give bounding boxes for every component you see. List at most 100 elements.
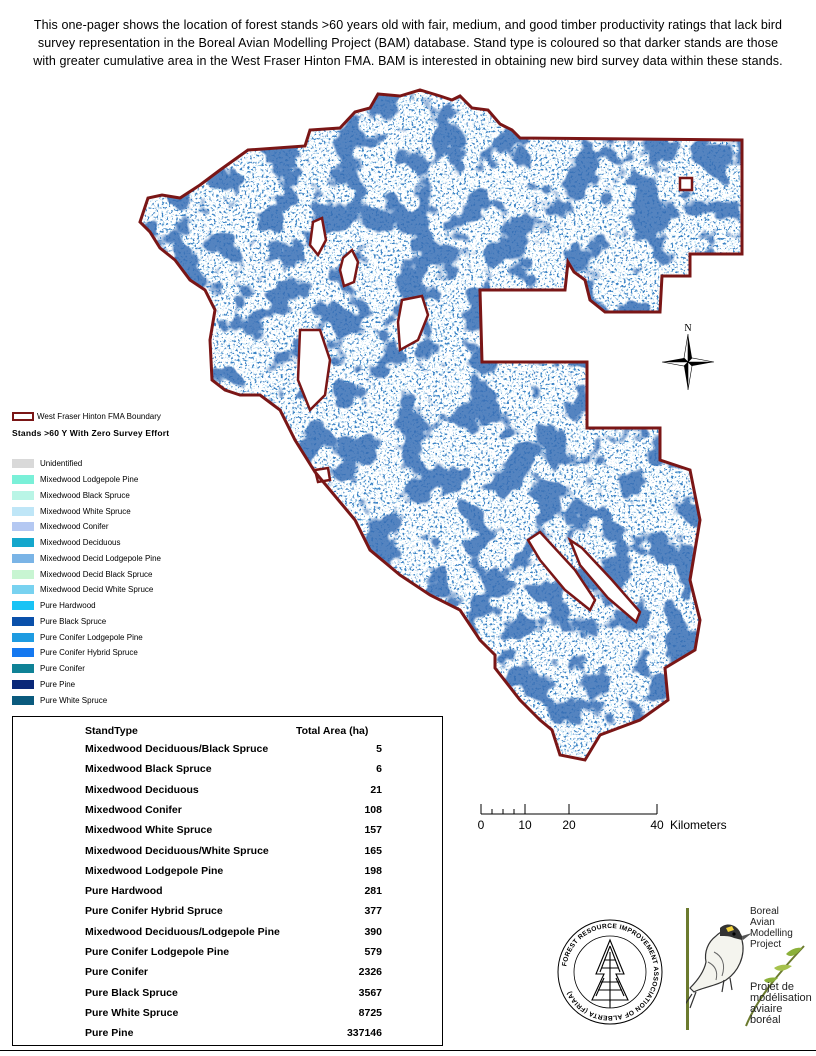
legend-swatch bbox=[12, 648, 34, 658]
scale-tick-0: 0 bbox=[478, 818, 485, 832]
legend-swatch bbox=[12, 664, 34, 674]
legend-label: Mixedwood Conifer bbox=[40, 522, 109, 532]
legend-item: Mixedwood Black Spruce bbox=[12, 488, 242, 504]
legend-title: Stands >60 Y With Zero Survey Effort bbox=[12, 428, 170, 438]
bam-line-2: Avian bbox=[750, 917, 775, 928]
legend-swatch bbox=[12, 679, 34, 689]
total-area-cell: 165 bbox=[364, 844, 382, 857]
legend-boundary: West Fraser Hinton FMA Boundary bbox=[12, 410, 242, 422]
total-area-cell: 390 bbox=[364, 925, 382, 938]
legend-label: Pure White Spruce bbox=[40, 695, 108, 705]
table-row: Pure Conifer 2326 bbox=[13, 966, 444, 986]
table-row: Pure Pine 337146 bbox=[13, 1027, 444, 1047]
total-area-cell: 8725 bbox=[358, 1006, 382, 1019]
legend-item: Pure Hardwood bbox=[12, 598, 242, 614]
songbird-logo-icon bbox=[686, 908, 805, 1030]
legend-swatch bbox=[12, 522, 34, 532]
stand-area-table: StandType Total Area (ha) Mixedwood Deci… bbox=[12, 716, 443, 1046]
stand-type-cell: Mixedwood Conifer bbox=[85, 803, 182, 816]
legend-label: Pure Pine bbox=[40, 679, 76, 689]
table-row: Mixedwood Deciduous 21 bbox=[13, 784, 444, 804]
intro-line-2: survey representation in the Boreal Avia… bbox=[37, 36, 779, 50]
bottom-rule bbox=[0, 1050, 816, 1051]
legend-item: Pure Conifer Lodgepole Pine bbox=[12, 629, 242, 645]
total-area-cell: 21 bbox=[370, 783, 382, 796]
table-row: Mixedwood Black Spruce 6 bbox=[13, 763, 444, 783]
total-area-cell: 157 bbox=[364, 824, 382, 837]
legend-item: Mixedwood Deciduous bbox=[12, 535, 242, 551]
legend-item: Mixedwood Decid Black Spruce bbox=[12, 566, 242, 582]
legend-item: Unidentified bbox=[12, 456, 242, 472]
stand-type-cell: Pure Conifer Lodgepole Pine bbox=[85, 946, 230, 958]
legend-label: Pure Conifer Hybrid Spruce bbox=[40, 648, 138, 658]
total-area-cell: 337146 bbox=[346, 1027, 382, 1040]
stand-type-cell: Mixedwood White Spruce bbox=[85, 824, 213, 837]
bam-line-6: modélisation bbox=[750, 992, 812, 1004]
scale-bar: 0 10 20 40 Kilometers bbox=[478, 804, 727, 832]
total-area-cell: 198 bbox=[364, 864, 382, 877]
legend-label: Mixedwood Lodgepole Pine bbox=[40, 475, 139, 485]
legend-swatch bbox=[12, 459, 34, 469]
legend-swatch bbox=[12, 475, 34, 485]
stand-type-cell: Pure Conifer bbox=[85, 966, 149, 979]
bam-line-3: Modelling bbox=[750, 928, 793, 939]
legend-item: Mixedwood Lodgepole Pine bbox=[12, 472, 242, 488]
scale-tick-40: 40 bbox=[650, 818, 664, 832]
legend-items: Unidentified Mixedwood Lodgepole Pine Mixe… bbox=[12, 456, 242, 708]
legend-item: Pure Pine bbox=[12, 677, 242, 693]
legend-label: Mixedwood Black Spruce bbox=[40, 490, 130, 500]
legend-swatch bbox=[12, 695, 34, 705]
legend-label: Unidentified bbox=[40, 459, 83, 469]
fma-inholdings bbox=[296, 176, 694, 625]
legend-item: Mixedwood White Spruce bbox=[12, 503, 242, 519]
bam-logo: Boreal Avian Modelling Project Projet de… bbox=[686, 906, 812, 1032]
stand-type-cell: Mixedwood Black Spruce bbox=[85, 763, 212, 776]
table-row: Mixedwood Deciduous/White Spruce 165 bbox=[13, 845, 444, 865]
bam-english-name: Boreal Avian Modelling Project bbox=[750, 906, 793, 950]
legend-item: Mixedwood Decid White Spruce bbox=[12, 582, 242, 598]
legend-swatch bbox=[12, 506, 34, 516]
bam-french-name: Projet de modélisation aviaire boréal bbox=[750, 982, 812, 1026]
table-row: Pure Conifer Hybrid Spruce 377 bbox=[13, 905, 444, 925]
intro-line-1: This one-pager shows the location of for… bbox=[33, 18, 783, 32]
scale-tick-10: 10 bbox=[518, 818, 532, 832]
legend-label: Mixedwood Deciduous bbox=[40, 538, 121, 548]
boundary-label: West Fraser Hinton FMA Boundary bbox=[37, 411, 161, 421]
bam-line-1: Boreal bbox=[750, 906, 779, 917]
stand-type-cell: Mixedwood Deciduous bbox=[85, 783, 199, 796]
table-row: Pure Conifer Lodgepole Pine 579 bbox=[13, 946, 444, 966]
legend-label: Pure Black Spruce bbox=[40, 616, 107, 626]
legend-label: Mixedwood White Spruce bbox=[40, 506, 131, 516]
scale-tick-20: 20 bbox=[562, 818, 576, 832]
legend-label: Pure Conifer Lodgepole Pine bbox=[40, 632, 143, 642]
conifer-tree-logo-icon bbox=[591, 938, 629, 1008]
table-row: Mixedwood Conifer 108 bbox=[13, 804, 444, 824]
legend-label: Mixedwood Decid White Spruce bbox=[40, 585, 154, 595]
legend-swatch bbox=[12, 616, 34, 626]
table-row: Mixedwood Deciduous/Lodgepole Pine 390 bbox=[13, 926, 444, 946]
total-area-cell: 108 bbox=[364, 803, 382, 816]
legend-swatch bbox=[12, 585, 34, 595]
stand-type-cell: Pure Conifer Hybrid Spruce bbox=[85, 905, 223, 918]
table-row: Mixedwood Deciduous/Black Spruce 5 bbox=[13, 743, 444, 763]
legend-item: Mixedwood Decid Lodgepole Pine bbox=[12, 551, 242, 567]
legend-label: Pure Conifer bbox=[40, 664, 85, 674]
total-area-cell: 377 bbox=[364, 905, 382, 918]
north-arrow-icon: N bbox=[661, 323, 715, 390]
legend-swatch bbox=[12, 569, 34, 579]
total-area-cell: 281 bbox=[364, 885, 382, 898]
legend-item: Pure Black Spruce bbox=[12, 614, 242, 630]
total-area-cell: 3567 bbox=[358, 986, 382, 999]
legend-item: Pure White Spruce bbox=[12, 692, 242, 708]
total-area-cell: 2326 bbox=[358, 966, 382, 979]
total-area-cell: 579 bbox=[364, 946, 382, 958]
table-row: Pure White Spruce 8725 bbox=[13, 1007, 444, 1027]
legend-label: Pure Hardwood bbox=[40, 601, 96, 611]
stand-type-cell: Mixedwood Deciduous/White Spruce bbox=[85, 844, 269, 857]
boundary-swatch bbox=[12, 411, 34, 421]
total-area-cell: 5 bbox=[376, 743, 382, 755]
legend-swatch bbox=[12, 538, 34, 548]
table-header-area: Total Area (ha) bbox=[296, 725, 369, 737]
stand-type-cell: Mixedwood Deciduous/Black Spruce bbox=[85, 743, 269, 755]
